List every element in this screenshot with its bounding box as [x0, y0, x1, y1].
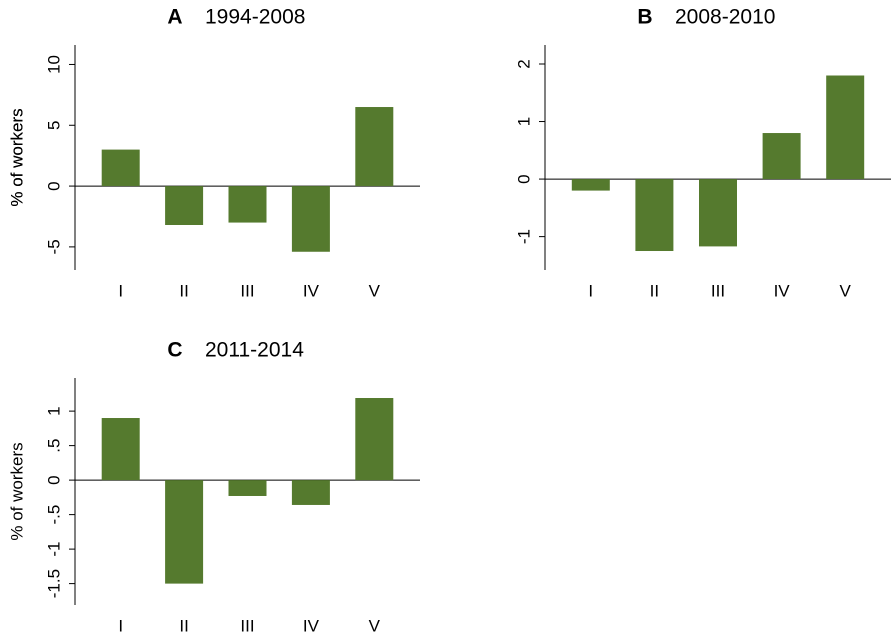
x-tick-label: II — [650, 281, 659, 300]
x-tick-label: V — [840, 281, 852, 300]
bar — [291, 186, 330, 252]
x-tick-label: II — [179, 281, 188, 300]
x-tick-label: II — [179, 616, 188, 635]
x-tick-label: I — [588, 281, 593, 300]
y-tick-label: 1 — [44, 406, 63, 415]
y-tick-label: -1 — [514, 229, 533, 244]
x-tick-label: III — [711, 281, 725, 300]
y-tick-label: 5 — [44, 121, 63, 130]
bar — [165, 480, 204, 584]
bar — [635, 179, 674, 252]
chart-title: 2011-2014 — [205, 339, 304, 362]
chart-title: 1994-2008 — [205, 6, 305, 29]
x-tick-label: III — [240, 281, 254, 300]
x-tick-label: IV — [303, 616, 320, 635]
y-tick-label: 1 — [514, 117, 533, 126]
bar — [291, 480, 330, 505]
bar — [228, 186, 267, 223]
bar — [101, 418, 140, 481]
y-axis-label: % of workers — [7, 108, 26, 206]
x-tick-label: IV — [774, 281, 791, 300]
x-tick-label: III — [240, 616, 254, 635]
bar — [699, 179, 737, 247]
x-tick-label: I — [118, 616, 123, 635]
bar — [571, 179, 610, 191]
bar — [355, 107, 394, 187]
y-tick-label: -5 — [44, 239, 63, 254]
bar — [826, 75, 865, 180]
x-tick-label: V — [369, 281, 381, 300]
chart-title: 2008-2010 — [675, 6, 775, 29]
x-tick-label: V — [369, 616, 381, 635]
y-tick-label: -.5 — [44, 505, 63, 525]
bar — [101, 149, 140, 187]
panel-label: A — [167, 6, 182, 29]
y-tick-label: -1 — [44, 542, 63, 557]
y-tick-label: 0 — [514, 174, 533, 183]
y-tick-label: 0 — [44, 475, 63, 484]
panel-label: C — [167, 339, 182, 362]
x-tick-label: IV — [303, 281, 320, 300]
y-axis-label: % of workers — [7, 108, 26, 206]
bar — [762, 133, 801, 180]
bar — [165, 186, 204, 225]
bar — [228, 480, 267, 496]
bar — [355, 398, 394, 481]
y-tick-label: 10 — [44, 55, 63, 74]
y-tick-label: 2 — [514, 59, 533, 68]
y-axis-label: % of workers — [7, 442, 26, 540]
y-tick-label: -1.5 — [44, 569, 63, 598]
y-tick-label: .5 — [44, 439, 63, 453]
panel-label: B — [637, 6, 652, 29]
x-tick-label: I — [118, 281, 123, 300]
y-tick-label: 0 — [44, 181, 63, 190]
